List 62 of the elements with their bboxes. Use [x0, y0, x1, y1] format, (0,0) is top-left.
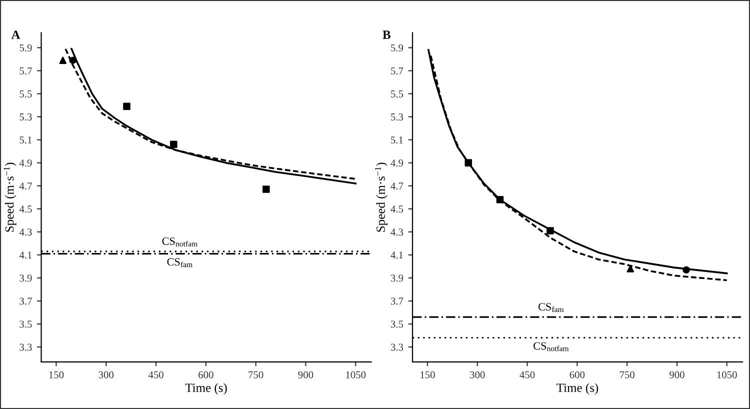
x-tick-label: 150	[49, 371, 64, 378]
y-tick-label: 3.5	[20, 320, 32, 328]
y-tick-label: 5.7	[391, 68, 404, 74]
y-tick-label: 3.9	[390, 274, 404, 282]
y-tick-label: 4.1	[390, 252, 403, 259]
point	[59, 56, 67, 64]
x-tick-label: 300	[470, 371, 485, 378]
y-tick-label: 4.5	[390, 206, 404, 213]
x-tick-label: 750	[620, 371, 634, 378]
y-tick-label: 5.7	[20, 68, 32, 74]
y-tick-label: 5.9	[20, 44, 32, 52]
y-tick-label: 4.7	[19, 182, 32, 190]
point	[546, 227, 554, 234]
y-tick-label: 5.9	[391, 44, 404, 52]
chart-title: A	[11, 30, 20, 39]
point	[626, 265, 634, 272]
y-tick-label: 5.3	[391, 113, 404, 121]
y-tick-label: 5.3	[20, 113, 32, 121]
x-tick-label: 750	[248, 371, 264, 378]
y-tick-label: 4.3	[390, 228, 404, 236]
x-tick-label: 150	[420, 371, 435, 378]
x-tick-label: 450	[520, 371, 535, 378]
y-tick-label: 4.9	[390, 160, 404, 167]
ref-line-label: CS$_{fam}$	[538, 303, 564, 312]
x-tick-label: 1050	[346, 371, 366, 378]
x-tick-label: 450	[148, 371, 164, 378]
x-tick-label: 900	[669, 371, 684, 378]
y-tick-label: 4.9	[19, 160, 32, 167]
y-tick-label: 4.7	[390, 182, 404, 190]
x-tick-label: 600	[198, 371, 214, 378]
y-tick-label: 3.5	[390, 320, 404, 328]
point	[496, 196, 504, 204]
y-tick-label: 4.5	[19, 206, 32, 213]
y-tick-label: 3.7	[20, 298, 32, 305]
point	[262, 186, 270, 193]
y-tick-label: 5.5	[391, 90, 404, 98]
y-tick-label: 3.9	[20, 274, 32, 282]
ref-line-label: CS$_{fam}$	[167, 258, 192, 268]
y-tick-label: 3.3	[390, 344, 404, 351]
y-axis-title: Speed (m·s$^{−1}$)	[4, 162, 16, 232]
y-tick-label: 3.7	[390, 298, 404, 305]
y-axis-title: Speed (m·s$^{−1}$)	[375, 162, 388, 232]
y-tick-label: 5.1	[391, 136, 403, 144]
chart-title: B	[382, 30, 390, 39]
point	[464, 159, 472, 166]
y-tick-label: 5.1	[20, 136, 32, 144]
y-tick-label: 5.5	[20, 90, 32, 98]
point	[682, 266, 690, 274]
y-tick-label: 3.3	[20, 344, 32, 351]
y-tick-label: 4.3	[19, 228, 32, 236]
y-tick-label: 4.1	[19, 252, 32, 259]
x-tick-label: 900	[298, 371, 314, 378]
x-axis-title: Time (s)	[556, 383, 598, 395]
x-tick-label: 600	[570, 371, 585, 378]
point	[170, 140, 178, 148]
x-axis-title: Time (s)	[185, 383, 227, 395]
x-tick-label: 300	[98, 371, 114, 378]
ref-line-label: CS$_{notfam}$	[162, 237, 198, 246]
point	[69, 56, 76, 64]
x-tick-label: 1050	[717, 371, 737, 378]
ref-line-label: CS$_{notfam}$	[534, 342, 569, 352]
point	[123, 102, 130, 110]
